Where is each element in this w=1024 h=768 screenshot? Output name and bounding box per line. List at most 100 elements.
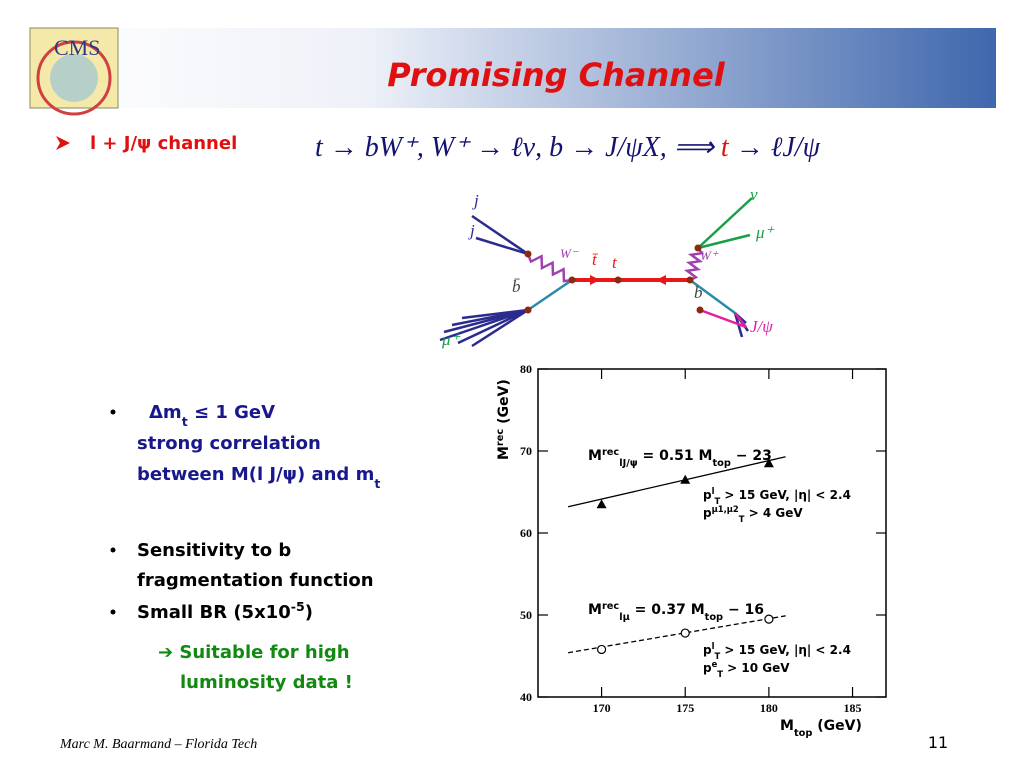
text-run: Sensitivity to b — [137, 540, 291, 561]
plot-annotation: pμ1,μ2T > 4 GeV — [703, 504, 803, 524]
text-run: > 10 GeV — [723, 661, 790, 675]
text-run: T — [717, 669, 723, 679]
channel-label: l + J/ψ channel — [90, 133, 237, 154]
text-run: t → bW⁺, W⁺ → ℓν, b → J/ψX, ⟹ — [315, 132, 721, 163]
diagram-label: ν — [750, 185, 758, 204]
logo-text: CMS — [54, 35, 100, 60]
title-bar — [28, 28, 996, 108]
text-run: top — [712, 458, 730, 469]
diagram-label: W⁻ — [560, 246, 579, 261]
text-run: (GeV) — [496, 379, 512, 429]
text-run: Small BR (5x10 — [137, 602, 291, 623]
vertex — [696, 306, 704, 314]
text-run: ➔ — [158, 642, 173, 663]
x-tick-label: 175 — [676, 701, 694, 715]
text-run: T — [714, 651, 720, 661]
diagram-label: μ⁺ — [755, 223, 776, 242]
diagram-label: t̄ — [592, 250, 599, 269]
vertex — [524, 306, 532, 314]
text-run: μ1,μ2 — [712, 504, 739, 514]
bullet-line: Small BR (5x10-5) — [137, 599, 313, 624]
text-run: fragmentation function — [137, 570, 374, 591]
plot-annotation: plT > 15 GeV, |η| < 2.4 — [703, 486, 851, 506]
jpsi-line — [699, 308, 747, 329]
text-run: > 15 GeV, |η| < 2.4 — [720, 643, 851, 657]
equation: t → bW⁺, W⁺ → ℓν, b → J/ψX, ⟹ t → ℓJ/ψ — [315, 132, 821, 163]
diagram-line — [527, 278, 573, 312]
text-run: lμ — [619, 612, 630, 623]
w-boson — [683, 247, 705, 282]
arrow — [656, 275, 666, 285]
text-run: p — [703, 661, 712, 675]
text-run: e — [712, 659, 718, 669]
text-run: > 4 GeV — [744, 506, 803, 520]
logo-core — [50, 54, 98, 102]
text-run: p — [703, 506, 712, 520]
bullet-line: Δmt ≤ 1 GeV — [149, 402, 275, 429]
text-run: strong correlation — [137, 433, 321, 454]
data-point — [596, 644, 607, 655]
bullet-dot — [110, 609, 116, 615]
text-run: M — [780, 718, 794, 734]
text-run: between M(l J/ψ) and m — [137, 464, 374, 485]
text-run: luminosity data ! — [180, 672, 353, 693]
slide-title: Promising Channel — [387, 56, 726, 94]
vertex — [614, 276, 622, 284]
plot-annotation: MreclJ/ψ = 0.51 Mtop − 23 — [588, 447, 772, 469]
plot-annotation: Mreclμ = 0.37 Mtop − 16 — [588, 601, 764, 623]
text-run: Suitable for high — [173, 642, 350, 663]
arrow-bullet — [56, 136, 70, 150]
text-run: ) — [305, 602, 313, 623]
text-run: M — [588, 602, 602, 618]
diagram-line — [689, 278, 736, 315]
bullet-line: strong correlation — [137, 433, 321, 454]
vertex — [686, 276, 694, 284]
text-run: rec — [495, 429, 506, 446]
data-point — [764, 614, 774, 624]
x-tick-label: 170 — [593, 701, 611, 715]
diagram-line — [475, 236, 529, 256]
text-run: (GeV) — [812, 718, 862, 734]
diagram-line — [461, 308, 529, 320]
data-point — [680, 474, 691, 484]
logo-ring — [36, 40, 112, 116]
text-run: M — [496, 446, 512, 460]
w-boson — [526, 253, 573, 283]
bullet-line: Sensitivity to b — [137, 540, 291, 561]
text-run: − 23 — [731, 448, 772, 464]
vertex — [524, 250, 532, 258]
y-tick-label: 80 — [520, 362, 532, 376]
y-tick-label: 70 — [520, 444, 532, 458]
fit-line — [567, 456, 786, 508]
bullet-dot — [110, 547, 116, 553]
x-tick-label: 180 — [760, 701, 778, 715]
bullet-dot — [110, 409, 116, 415]
text-run: top — [794, 728, 812, 739]
plot-annotation: peT > 10 GeV — [703, 659, 790, 679]
text-run: → ℓJ/ψ — [729, 132, 821, 163]
footer-author: Marc M. Baarmand – Florida Tech — [59, 737, 257, 752]
text-run: rec — [602, 447, 619, 458]
diagram-label: b — [694, 283, 703, 302]
diagram-line — [697, 233, 751, 250]
diagram-label: b̄ — [512, 277, 521, 296]
diagram-line — [457, 308, 529, 345]
y-tick-label: 40 — [520, 690, 532, 704]
y-tick-label: 60 — [520, 526, 532, 540]
bullet-line: between M(l J/ψ) and mt — [137, 464, 380, 491]
diagram-label: t — [612, 253, 618, 272]
text-run: Δm — [149, 402, 182, 423]
page-number: 11 — [928, 733, 948, 752]
arrow — [590, 275, 600, 285]
diagram-label: j — [468, 221, 475, 240]
x-axis-label: Mtop (GeV) — [780, 718, 862, 739]
y-axis-label: Mrec (GeV) — [495, 379, 513, 460]
diagram-label: j — [472, 191, 479, 210]
text-run: ≤ 1 GeV — [188, 402, 275, 423]
text-run: t — [182, 414, 188, 429]
text-run: = 0.51 M — [638, 448, 713, 464]
